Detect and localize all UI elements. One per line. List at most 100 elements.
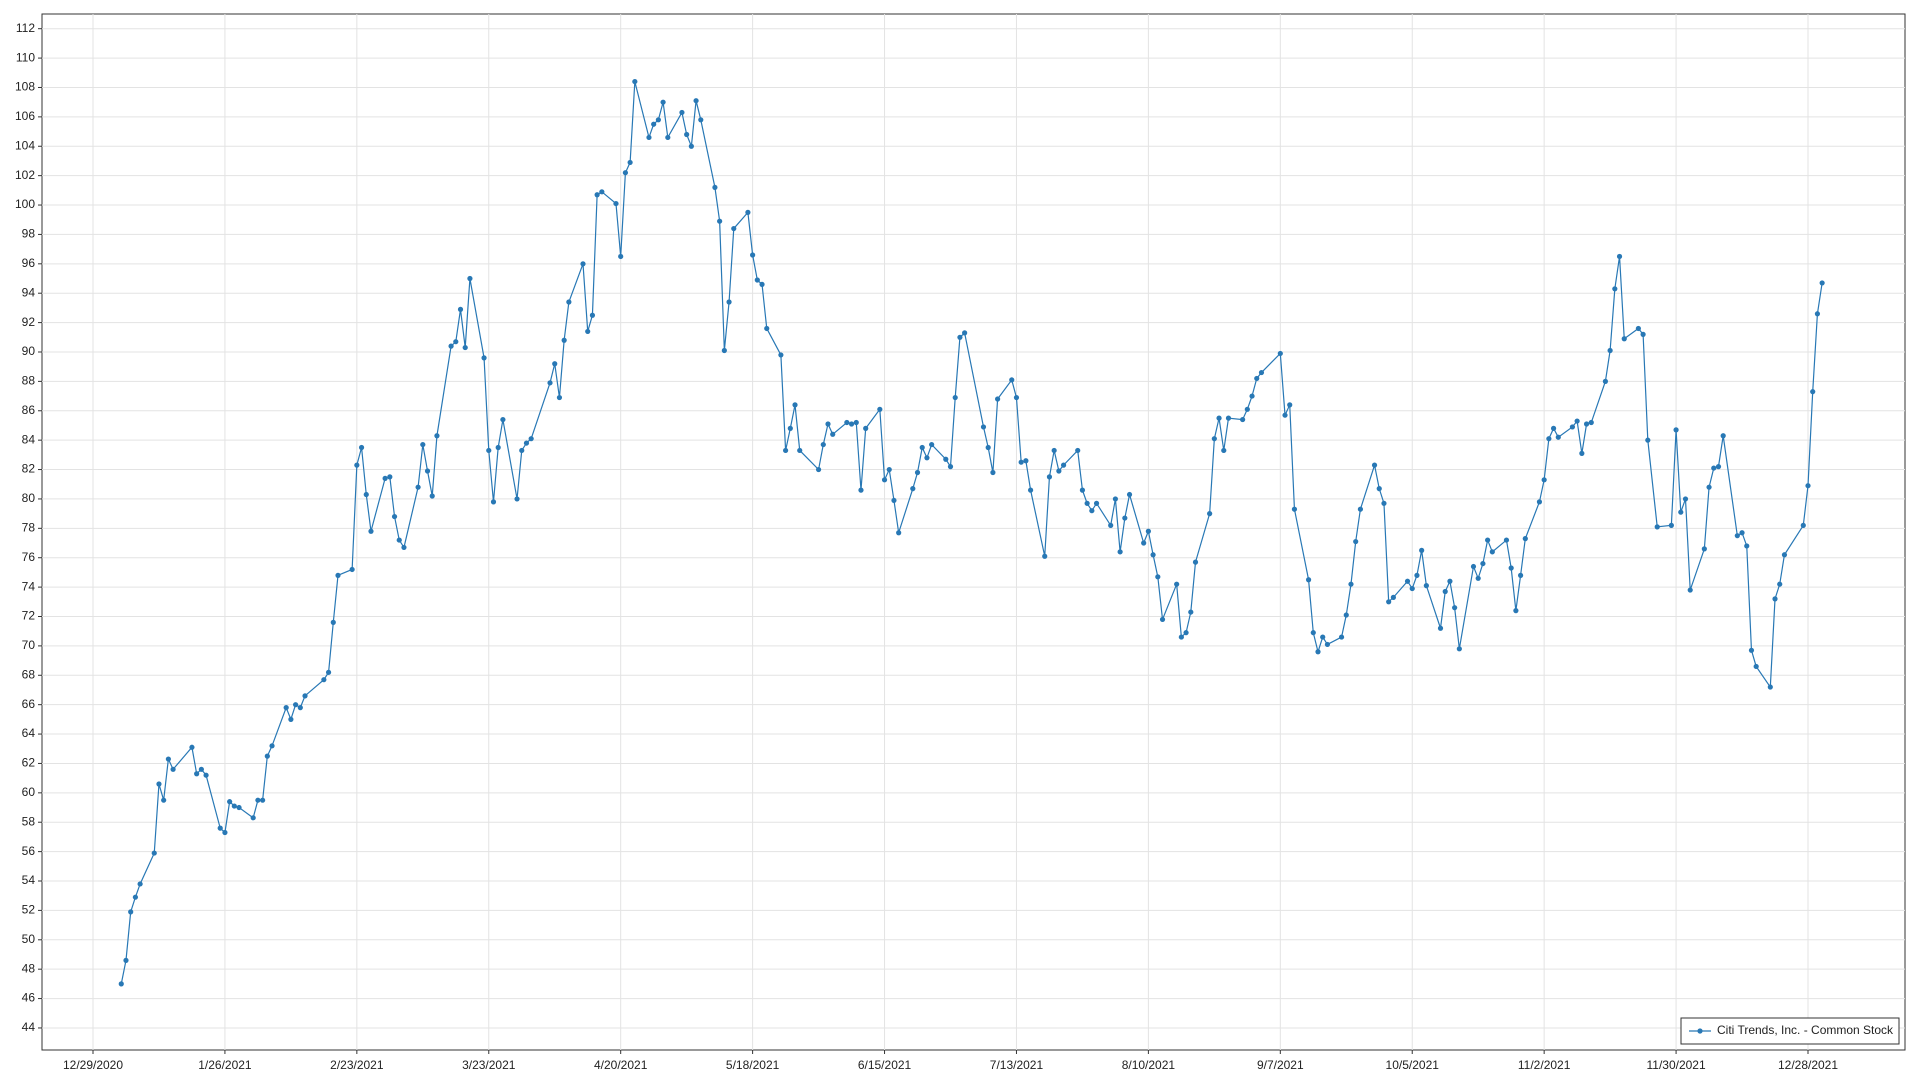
data-point — [599, 189, 605, 195]
x-tick-label: 12/28/2021 — [1778, 1058, 1838, 1072]
data-point — [1108, 522, 1114, 528]
y-tick-label: 102 — [15, 168, 35, 182]
data-point — [1079, 487, 1086, 493]
data-point — [358, 444, 365, 451]
data-point — [1207, 511, 1213, 517]
data-point — [203, 772, 209, 778]
data-point — [1569, 424, 1576, 430]
data-point — [1371, 462, 1378, 468]
y-tick-label: 58 — [22, 814, 36, 828]
y-tick-label: 104 — [15, 138, 35, 152]
data-point — [1013, 394, 1020, 401]
data-point — [1244, 406, 1250, 412]
data-point — [297, 705, 303, 711]
x-tick-label: 11/2/2021 — [1518, 1058, 1571, 1072]
data-point — [217, 825, 223, 831]
data-point — [415, 484, 421, 490]
data-point — [227, 799, 233, 805]
data-point — [161, 797, 167, 803]
data-point — [552, 361, 558, 367]
data-point — [283, 705, 289, 711]
data-point — [1390, 594, 1396, 600]
data-point — [1409, 585, 1415, 592]
data-point — [1376, 486, 1382, 492]
data-point — [1678, 509, 1684, 515]
data-point — [1414, 572, 1420, 578]
data-point — [189, 744, 195, 750]
data-point — [1122, 515, 1128, 521]
data-point — [1287, 402, 1293, 408]
plot-frame — [41, 13, 1906, 1051]
data-point — [1654, 524, 1660, 530]
data-point — [1221, 447, 1227, 454]
data-point — [684, 131, 690, 138]
data-point — [1320, 634, 1326, 640]
data-point — [1240, 416, 1246, 423]
data-point — [231, 803, 237, 809]
data-point — [646, 134, 652, 141]
data-point — [236, 804, 242, 811]
data-point — [1447, 578, 1453, 584]
data-point — [1437, 625, 1444, 631]
data-point — [396, 537, 402, 543]
data-point — [292, 702, 299, 708]
data-point — [726, 299, 732, 305]
data-point — [1150, 552, 1156, 558]
data-point — [123, 957, 129, 963]
data-point — [1075, 447, 1081, 454]
data-point — [198, 766, 204, 772]
data-point — [264, 753, 270, 759]
data-point — [1682, 496, 1689, 502]
data-point — [1324, 641, 1331, 648]
data-point — [962, 330, 968, 336]
data-point — [1720, 433, 1726, 439]
data-point — [919, 444, 925, 451]
data-point — [815, 466, 822, 473]
data-point — [1480, 560, 1486, 567]
data-point — [792, 402, 798, 408]
data-point — [1089, 508, 1095, 514]
data-point — [1810, 389, 1816, 395]
legend-box — [1680, 1017, 1900, 1045]
data-point — [1485, 537, 1491, 543]
data-point — [1023, 458, 1029, 464]
y-tick-label: 108 — [15, 80, 35, 94]
x-tick-label: 12/29/2020 — [63, 1058, 123, 1072]
data-point — [1687, 587, 1693, 593]
y-tick-label: 44 — [22, 1020, 36, 1034]
y-tick-label: 68 — [22, 667, 36, 681]
data-point — [1744, 543, 1750, 549]
data-point — [688, 143, 694, 149]
data-point — [627, 159, 633, 166]
data-point — [929, 441, 935, 448]
x-tick-label: 6/15/2021 — [858, 1058, 912, 1072]
data-point — [679, 109, 685, 116]
data-point — [1386, 599, 1392, 605]
data-point — [745, 209, 751, 215]
data-point — [1668, 522, 1674, 528]
data-point — [952, 394, 958, 401]
data-point — [368, 528, 374, 534]
data-point — [457, 306, 464, 312]
data-point — [1456, 646, 1462, 652]
data-point — [165, 756, 171, 762]
data-point — [693, 98, 699, 104]
data-point — [1093, 500, 1100, 506]
data-point — [151, 850, 157, 856]
x-tick-label: 8/10/2021 — [1122, 1058, 1176, 1072]
series-line — [120, 81, 1823, 984]
data-point — [764, 325, 770, 332]
data-point — [848, 421, 855, 427]
data-point — [1781, 552, 1788, 558]
data-point — [1536, 499, 1543, 505]
data-point — [655, 117, 661, 123]
x-tick-label: 3/23/2021 — [462, 1058, 516, 1072]
x-tick-label: 11/30/2021 — [1646, 1058, 1705, 1072]
data-point — [453, 339, 459, 345]
data-point — [1056, 468, 1062, 474]
data-point — [1315, 649, 1321, 655]
data-point — [787, 425, 793, 431]
x-tick-label: 4/20/2021 — [594, 1058, 648, 1072]
data-point — [1475, 575, 1481, 581]
